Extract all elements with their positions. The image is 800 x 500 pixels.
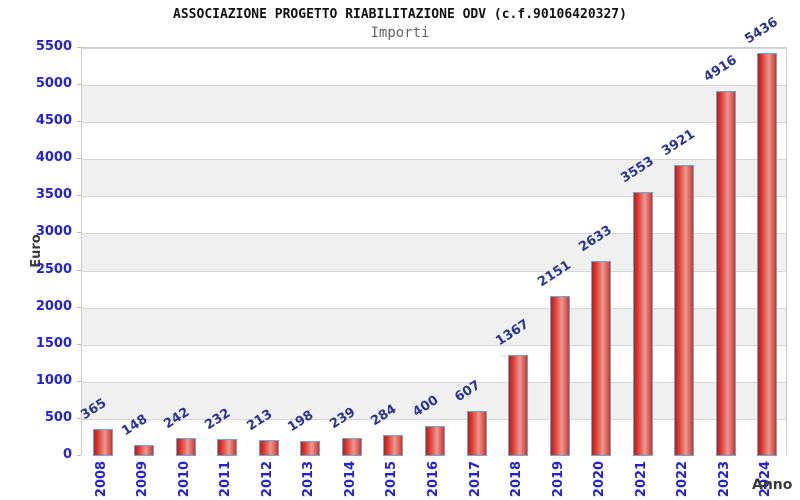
x-tick-label: 2010 (176, 460, 192, 498)
x-tick-label: 2016 (426, 460, 441, 498)
gridline (82, 196, 786, 198)
y-tick-label: 0 (62, 447, 72, 462)
x-tick-label: 2023 (716, 460, 732, 498)
y-tick-mark (77, 232, 81, 234)
plot-band (82, 307, 786, 345)
x-tick-label: 2014 (342, 460, 358, 498)
bar (93, 429, 113, 456)
bar (508, 355, 528, 456)
plot-band (82, 344, 786, 382)
y-tick-mark (77, 158, 81, 160)
gridline (82, 418, 786, 420)
y-tick-mark (77, 47, 81, 48)
y-tick-label: 3500 (35, 187, 72, 203)
bar (674, 165, 694, 456)
y-tick-label: 3000 (35, 224, 72, 240)
x-tick-label: 2020 (592, 460, 608, 498)
chart-title: ASSOCIAZIONE PROGETTO RIABILITAZIONE ODV… (173, 7, 627, 22)
y-tick-mark (77, 121, 81, 123)
x-tick-label: 2013 (301, 460, 317, 498)
x-axis-title: Anno (752, 477, 793, 493)
x-tick-label: 2015 (384, 460, 400, 498)
bar (633, 192, 653, 456)
bar (176, 438, 196, 456)
x-tick-label: 2008 (93, 460, 109, 498)
y-tick-mark (77, 269, 81, 271)
x-tick-label: 2022 (675, 460, 691, 498)
x-tick-label: 2017 (467, 460, 483, 498)
gridline (82, 48, 786, 49)
y-tick-label: 1000 (35, 372, 72, 388)
plot-band (82, 48, 786, 86)
y-tick-mark (77, 380, 81, 382)
gridline (82, 85, 786, 87)
gridline (82, 122, 786, 124)
y-tick-mark (77, 455, 81, 456)
gridline (82, 233, 786, 235)
bar (134, 445, 154, 456)
y-tick-mark (77, 84, 81, 86)
bar (383, 435, 403, 456)
y-tick-label: 4000 (35, 150, 72, 166)
x-tick-label: 2011 (218, 460, 234, 498)
gridline (82, 381, 786, 383)
plot-band (82, 159, 786, 197)
y-tick-label: 2500 (35, 261, 72, 277)
bar (425, 426, 445, 456)
y-tick-mark (77, 306, 81, 308)
y-tick-label: 5500 (35, 39, 72, 54)
plot-band (82, 196, 786, 234)
y-tick-label: 4500 (35, 113, 72, 129)
y-tick-label: 500 (44, 409, 72, 425)
x-tick-label: 2012 (259, 460, 275, 498)
bar (217, 439, 237, 456)
x-tick-label: 2019 (550, 460, 566, 498)
bar (591, 261, 611, 456)
plot-band (82, 381, 786, 419)
gridline (82, 344, 786, 346)
gridline (82, 159, 786, 161)
bar (259, 440, 279, 456)
plot-band (82, 233, 786, 271)
plot-band (82, 270, 786, 308)
y-tick-mark (77, 417, 81, 419)
chart-subtitle: Importi (370, 25, 430, 41)
y-tick-mark (77, 343, 81, 345)
bar (300, 441, 320, 456)
bar (716, 91, 736, 456)
x-tick-label: 2018 (509, 460, 525, 498)
y-tick-label: 5000 (35, 76, 72, 92)
bar (757, 53, 777, 456)
y-tick-mark (77, 195, 81, 197)
plot-band (82, 85, 786, 123)
plot-area (81, 47, 787, 456)
x-tick-label: 2021 (633, 460, 649, 498)
bar (550, 296, 570, 456)
gridline (82, 307, 786, 309)
y-tick-label: 2000 (35, 298, 72, 314)
gridline (82, 270, 786, 272)
y-tick-label: 1500 (35, 335, 72, 351)
bar (342, 438, 362, 456)
x-tick-label: 2009 (135, 460, 151, 498)
bar (467, 411, 487, 456)
plot-band (82, 122, 786, 160)
